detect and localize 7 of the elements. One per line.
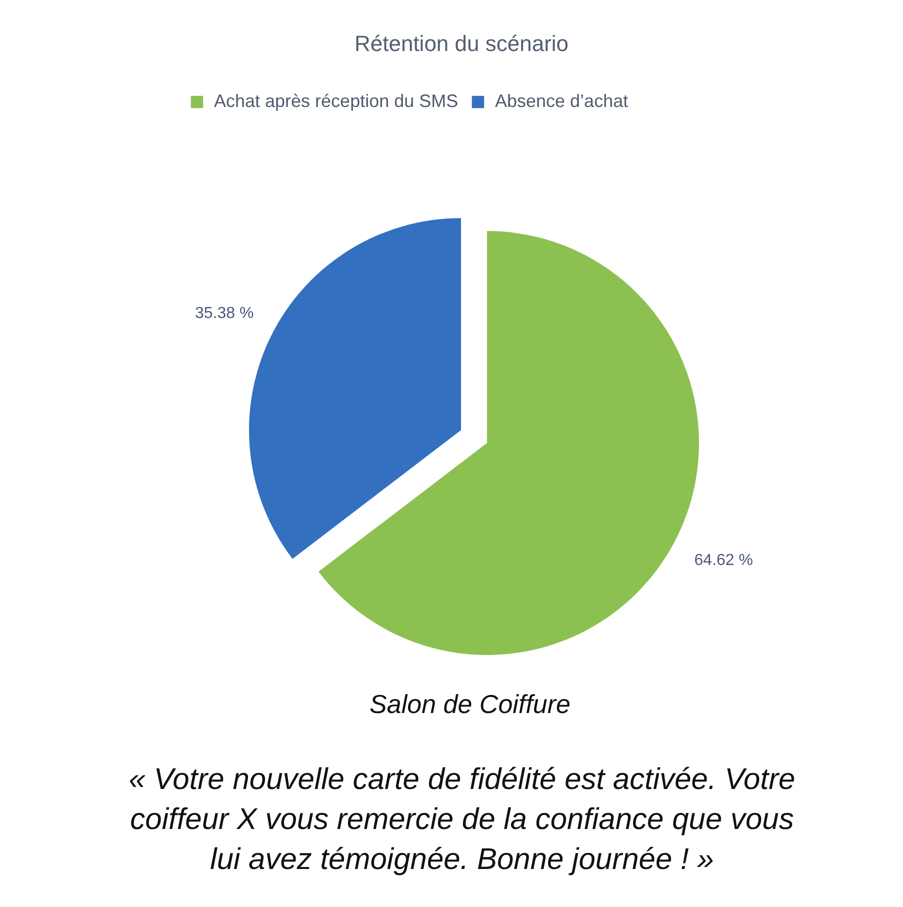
legend-label: Achat après réception du SMS [214,91,458,111]
legend-label: Absence d’achat [495,91,628,111]
chart-title: Rétention du scénario [354,31,569,56]
text: Salon de Coiffure [368,689,572,720]
data-label: 35.38 % [195,305,254,322]
data-label: 64.62 % [694,552,753,570]
text: « Votre nouvelle carte de fidélité est activée. Votre coiffeur X vous remercie de la confiance que vous lui avez témoignée. Bonne journée ! » [128,762,796,878]
